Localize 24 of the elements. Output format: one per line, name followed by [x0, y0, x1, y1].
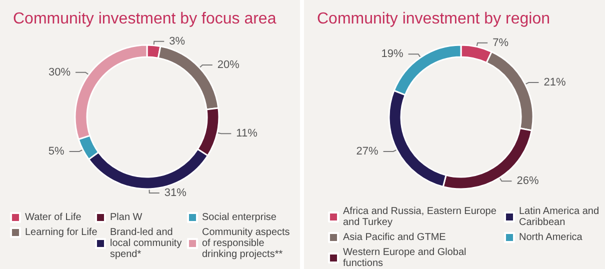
data-label: 11% [236, 128, 258, 140]
data-label: 5% [48, 146, 64, 158]
legend-label: Western Europe and Global functions [343, 247, 470, 269]
legend-label: Asia Pacific and GTME [343, 232, 446, 243]
data-label: 21% [544, 76, 566, 88]
legend-label: Social enterprise [202, 212, 277, 223]
data-label: 3% [169, 35, 186, 48]
data-label: 26% [516, 175, 539, 188]
legend-label: Water of Life [25, 212, 82, 223]
legend-label: Brand-led and local community spend* [110, 227, 184, 260]
data-label: 30% [48, 66, 71, 78]
data-label: 20% [217, 58, 240, 71]
data-label: 7% [492, 36, 509, 49]
legend-label: Community aspects of responsible drinking projects** [202, 227, 293, 260]
legend-label: Plan W [110, 212, 143, 223]
legend-label: Learning for Life [25, 227, 98, 238]
chart-title: Community investment by region [317, 10, 550, 28]
data-label: 19% [381, 48, 404, 60]
legend-label: Latin America and Caribbean [519, 206, 602, 228]
data-label: 27% [356, 146, 378, 158]
data-label: 31% [164, 186, 187, 199]
chart-title: Community investment by focus area [13, 10, 276, 28]
legend-label: North America [519, 232, 583, 243]
legend-label: Africa and Russia, Eastern Europe and Turkey [343, 206, 500, 228]
